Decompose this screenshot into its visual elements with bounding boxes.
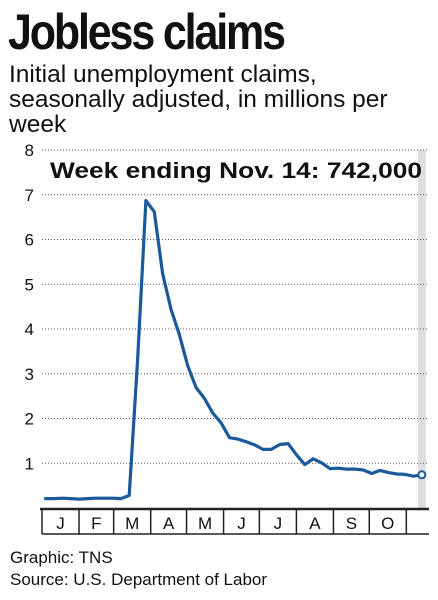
- y-tick-label: 6: [25, 231, 34, 250]
- x-tick-label: M: [198, 514, 212, 533]
- x-tick-label: O: [381, 514, 394, 533]
- data-source: Source: U.S. Department of Labor: [10, 570, 268, 589]
- x-tick-label: J: [56, 514, 65, 533]
- x-tick-label: J: [237, 514, 246, 533]
- line-chart: 1 2 3 4 5 6 7 8 J F M A M J J A S O Week ending Nov. 14:…: [25, 141, 429, 535]
- x-tick-label: S: [346, 514, 357, 533]
- x-tick-label: A: [309, 514, 321, 533]
- x-tick-label: M: [125, 514, 139, 533]
- x-tick-label: A: [163, 514, 175, 533]
- y-axis-ticks: 1 2 3 4 5 6 7 8: [25, 141, 34, 473]
- y-tick-label: 5: [25, 275, 34, 294]
- y-tick-label: 8: [25, 141, 34, 160]
- graphic-credit: Graphic: TNS: [10, 548, 113, 567]
- latest-point: [417, 470, 427, 480]
- series-line: [43, 198, 424, 501]
- x-tick-label: F: [91, 514, 101, 533]
- gridlines: [42, 149, 429, 464]
- x-tick-label: J: [274, 514, 283, 533]
- latest-value-annotation: Week ending Nov. 14: 742,000: [50, 158, 422, 183]
- y-tick-label: 2: [25, 410, 34, 429]
- y-tick-label: 1: [25, 454, 34, 473]
- y-tick-label: 7: [25, 186, 34, 205]
- highlight-band: [417, 150, 426, 508]
- chart-subtitle: Initial unemployment claims, seasonally …: [9, 61, 388, 138]
- y-tick-label: 4: [25, 320, 34, 339]
- y-tick-label: 3: [25, 365, 34, 384]
- chart-title: Jobless claims: [8, 4, 286, 60]
